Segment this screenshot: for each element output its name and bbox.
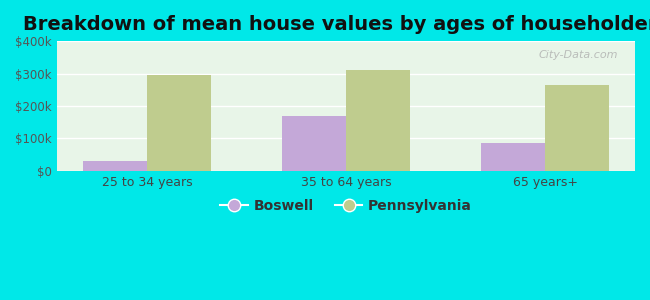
Bar <box>545 85 609 171</box>
Bar <box>482 143 545 171</box>
Bar <box>282 116 346 171</box>
Bar <box>147 75 211 171</box>
Title: Breakdown of mean house values by ages of householders: Breakdown of mean house values by ages o… <box>23 15 650 34</box>
Bar <box>83 161 147 171</box>
Legend: Boswell, Pennsylvania: Boswell, Pennsylvania <box>214 194 477 218</box>
Bar <box>346 70 410 171</box>
Text: City-Data.com: City-Data.com <box>538 50 617 60</box>
